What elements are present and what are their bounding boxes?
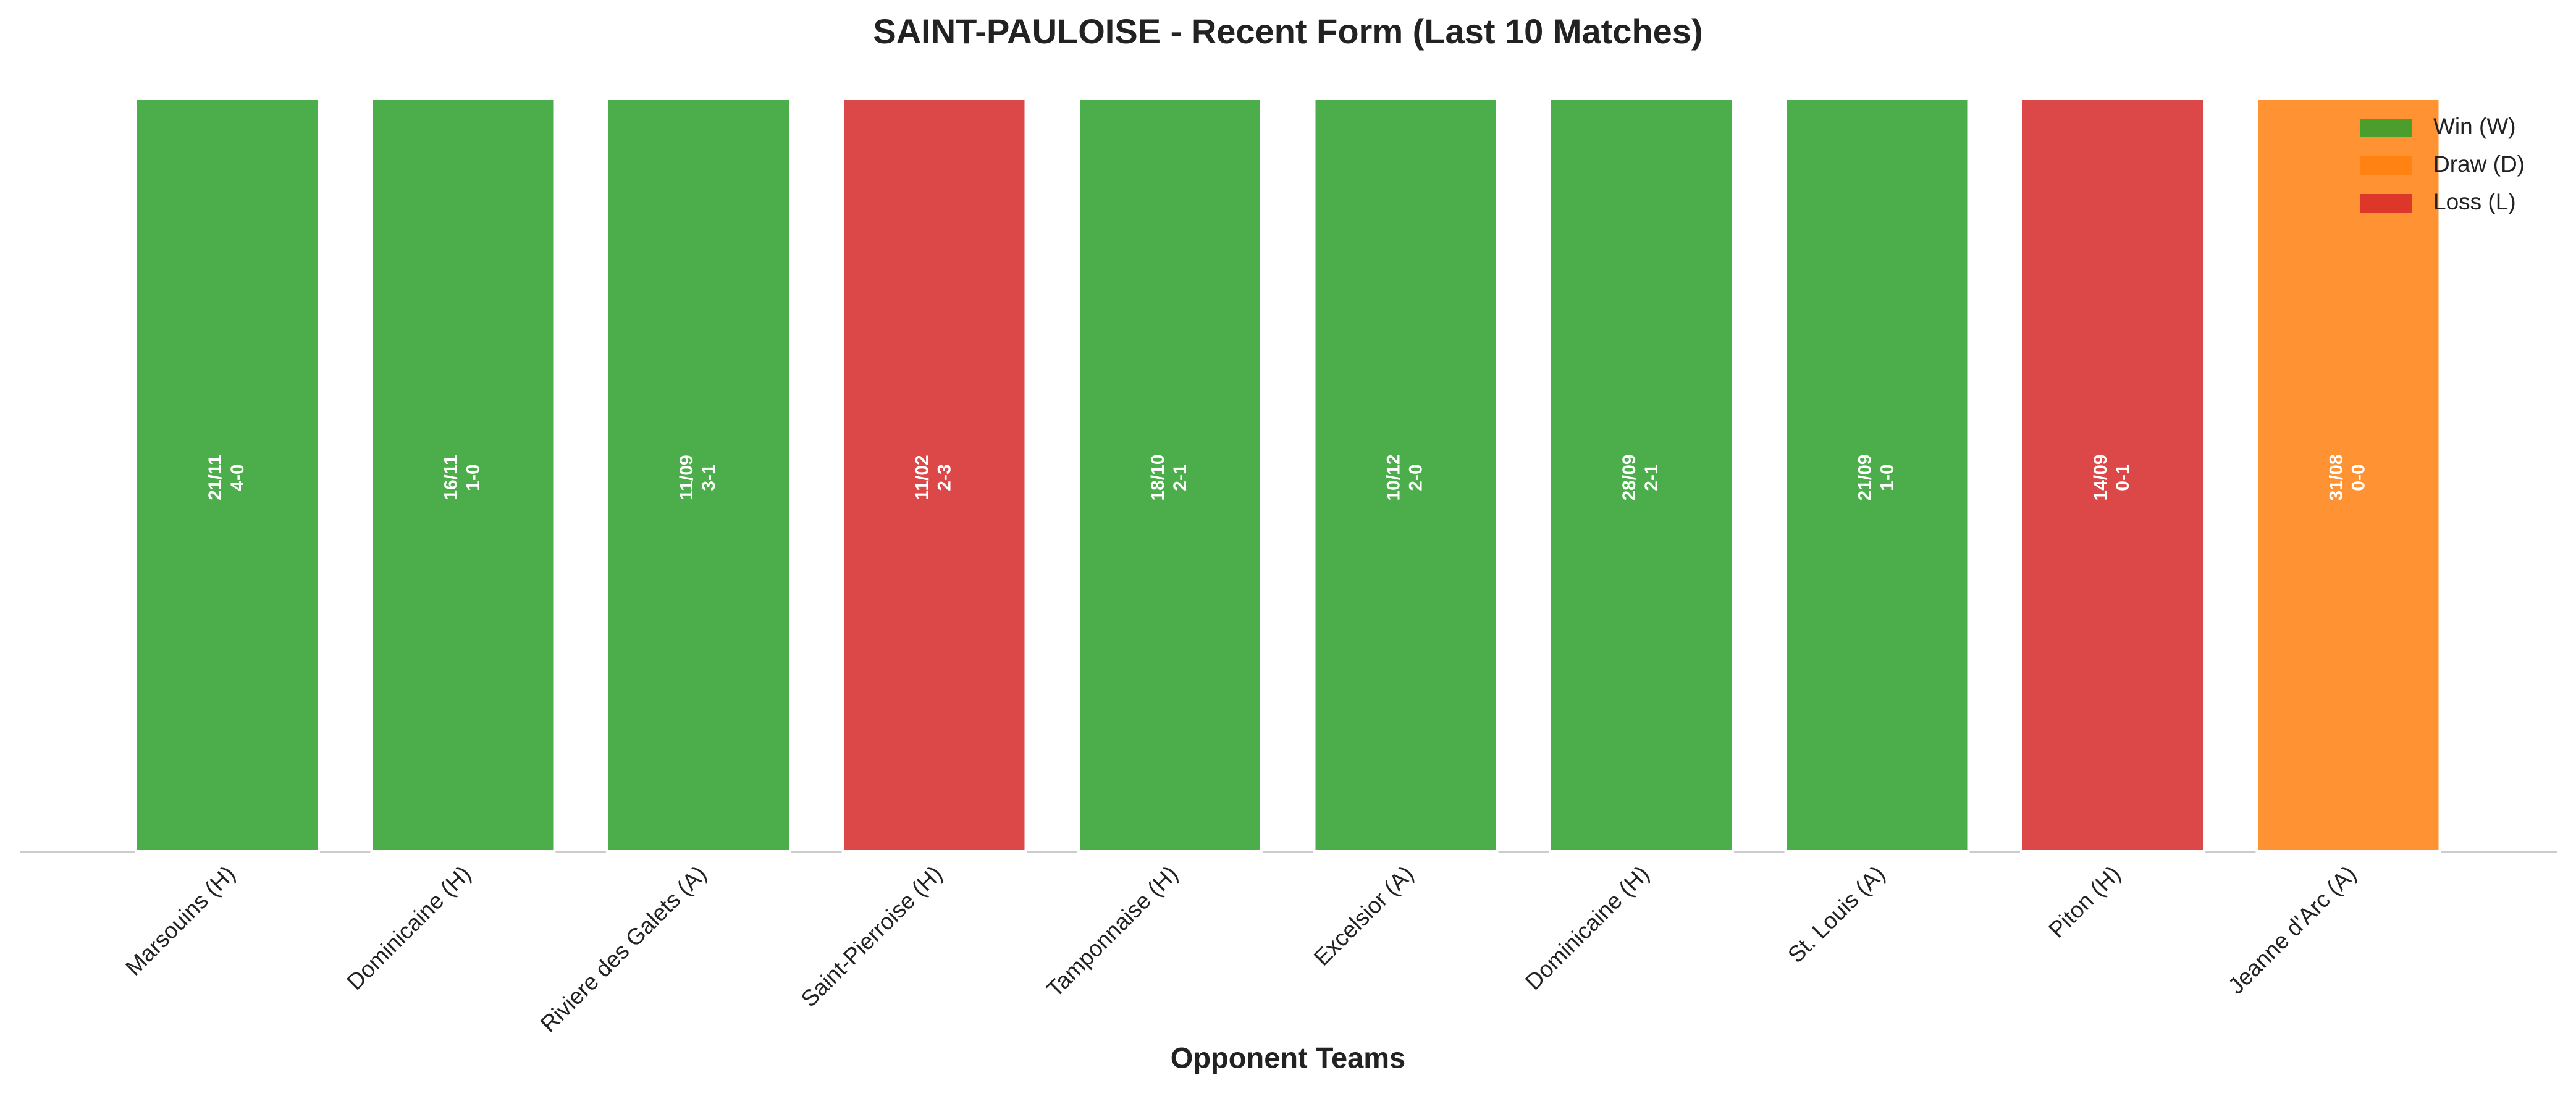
bar-score-label: 1-0 <box>463 464 483 491</box>
bar-date-label: 16/11 <box>440 455 461 500</box>
legend-swatch <box>2360 156 2412 175</box>
bar-score-label: 4-0 <box>227 464 248 491</box>
bar-score-label: 3-1 <box>699 464 719 491</box>
legend-label: Win (W) <box>2433 114 2516 139</box>
bar-date-label: 18/10 <box>1148 454 1168 500</box>
bar-score-label: 2-1 <box>1641 464 1662 491</box>
bar <box>2255 98 2441 853</box>
bar <box>2020 98 2205 853</box>
bar-date-label: 28/09 <box>1619 454 1639 500</box>
bar <box>606 98 791 853</box>
x-axis-label: Opponent Teams <box>1171 1041 1405 1074</box>
bar <box>1313 98 1499 853</box>
bar-score-label: 1-0 <box>1877 464 1897 491</box>
bar <box>841 98 1027 853</box>
bar-score-label: 2-3 <box>934 464 954 491</box>
bar-date-label: 11/02 <box>912 455 932 500</box>
bar-score-label: 0-1 <box>2113 464 2133 491</box>
bar <box>1784 98 1970 853</box>
bar-date-label: 31/08 <box>2326 454 2346 500</box>
bar-date-label: 11/09 <box>676 455 697 500</box>
bar <box>1077 98 1263 853</box>
legend-label: Draw (D) <box>2433 151 2525 177</box>
bar-date-label: 14/09 <box>2090 454 2111 500</box>
bar-score-label: 2-1 <box>1170 464 1190 491</box>
chart-title: SAINT-PAULOISE - Recent Form (Last 10 Ma… <box>873 12 1703 51</box>
bar-date-label: 21/11 <box>205 455 225 500</box>
bar-score-label: 0-0 <box>2348 464 2368 491</box>
legend-swatch <box>2360 119 2412 137</box>
bar <box>1549 98 1734 853</box>
bar <box>135 98 320 853</box>
bar-date-label: 21/09 <box>1854 454 1875 500</box>
bar-score-label: 2-0 <box>1405 464 1426 491</box>
bar <box>370 98 556 853</box>
bar-date-label: 10/12 <box>1383 454 1404 500</box>
legend-label: Loss (L) <box>2433 189 2516 214</box>
legend-swatch <box>2360 194 2412 213</box>
